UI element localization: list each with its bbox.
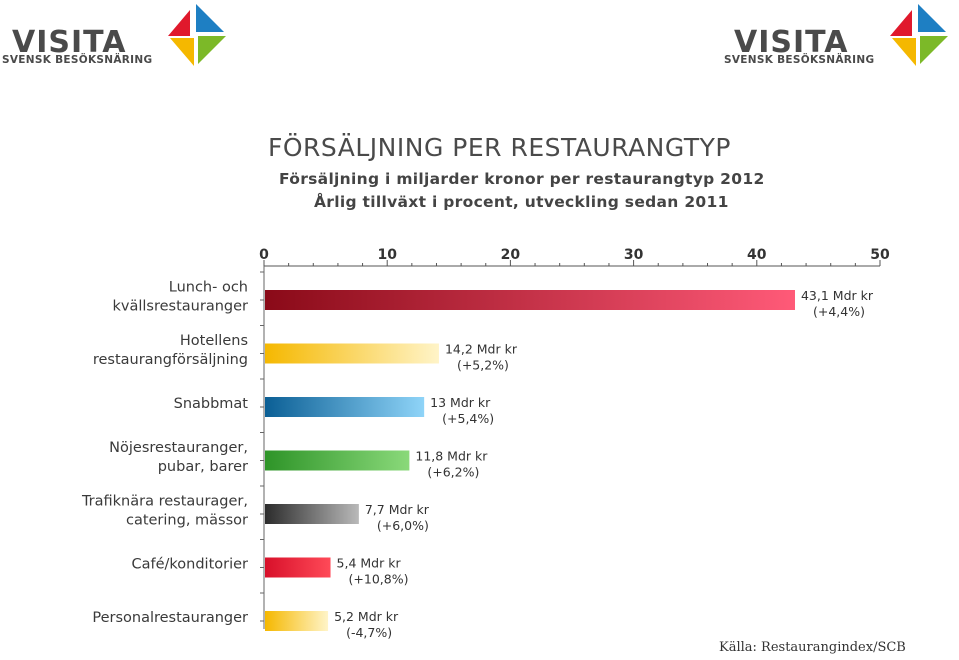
data-value-label: 5,2 Mdr kr xyxy=(334,609,399,624)
bar xyxy=(265,557,331,578)
x-tick-label: 20 xyxy=(501,247,521,263)
data-value-label: 5,4 Mdr kr xyxy=(337,556,402,571)
bar xyxy=(265,290,795,310)
x-tick-label: 30 xyxy=(624,247,644,263)
x-tick-label: 10 xyxy=(377,247,397,263)
category-label: Nöjesrestauranger, xyxy=(109,440,248,456)
x-tick-label: 40 xyxy=(747,247,767,263)
data-value-label: 11,8 Mdr kr xyxy=(415,449,488,464)
logo-wordmark: VISITA xyxy=(734,25,849,60)
data-value-label: 13 Mdr kr xyxy=(430,395,491,410)
category-label: Snabbmat xyxy=(174,396,249,412)
data-value-label: 43,1 Mdr kr xyxy=(801,288,874,303)
bar xyxy=(265,611,329,631)
data-growth-label: (+4,4%) xyxy=(813,304,865,319)
visita-logo-left: VISITA SVENSK BESÖKSNÄRING xyxy=(2,2,237,70)
logo-wordmark: VISITA xyxy=(12,25,127,60)
data-growth-label: (+5,4%) xyxy=(442,411,494,426)
category-label: Personalrestauranger xyxy=(92,610,248,626)
data-growth-label: (+5,2%) xyxy=(457,358,509,373)
data-value-label: 7,7 Mdr kr xyxy=(365,502,430,517)
category-label: restaurangförsäljning xyxy=(93,352,248,368)
logo-tagline: SVENSK BESÖKSNÄRING xyxy=(2,54,153,66)
category-label: Hotellens xyxy=(180,333,248,349)
category-label: kvällsrestauranger xyxy=(113,299,249,315)
bar xyxy=(265,504,359,524)
logo-tagline: SVENSK BESÖKSNÄRING xyxy=(724,54,875,66)
data-growth-label: (-4,7%) xyxy=(346,625,392,640)
chart-subtitle-1: Försäljning i miljarder kronor per resta… xyxy=(279,170,765,188)
bar xyxy=(265,450,410,471)
category-label: pubar, barer xyxy=(158,459,248,475)
visita-logo-right: VISITA SVENSK BESÖKSNÄRING xyxy=(724,2,959,70)
visita-cross-icon xyxy=(168,4,226,66)
data-growth-label: (+6,0%) xyxy=(377,518,429,533)
category-label: catering, mässor xyxy=(126,513,248,529)
category-label: Lunch- och xyxy=(169,280,248,296)
x-tick-label: 50 xyxy=(870,247,890,263)
category-label: Café/konditorier xyxy=(131,557,248,573)
bar xyxy=(265,397,425,417)
data-growth-label: (+10,8%) xyxy=(349,572,409,587)
data-value-label: 14,2 Mdr kr xyxy=(445,342,518,357)
source-note: Källa: Restaurangindex/SCB xyxy=(719,640,906,655)
x-tick-label: 0 xyxy=(259,247,269,263)
chart-subtitle-2: Årlig tillväxt i procent, utveckling sed… xyxy=(314,193,729,211)
chart-title: FÖRSÄLJNING PER RESTAURANGTYP xyxy=(268,133,731,162)
category-label: Trafiknära restaurager, xyxy=(81,494,248,510)
chart-titles: FÖRSÄLJNING PER RESTAURANGTYP Försäljnin… xyxy=(268,132,765,214)
visita-cross-icon xyxy=(890,4,948,66)
bar xyxy=(265,343,439,364)
data-growth-label: (+6,2%) xyxy=(427,465,479,480)
